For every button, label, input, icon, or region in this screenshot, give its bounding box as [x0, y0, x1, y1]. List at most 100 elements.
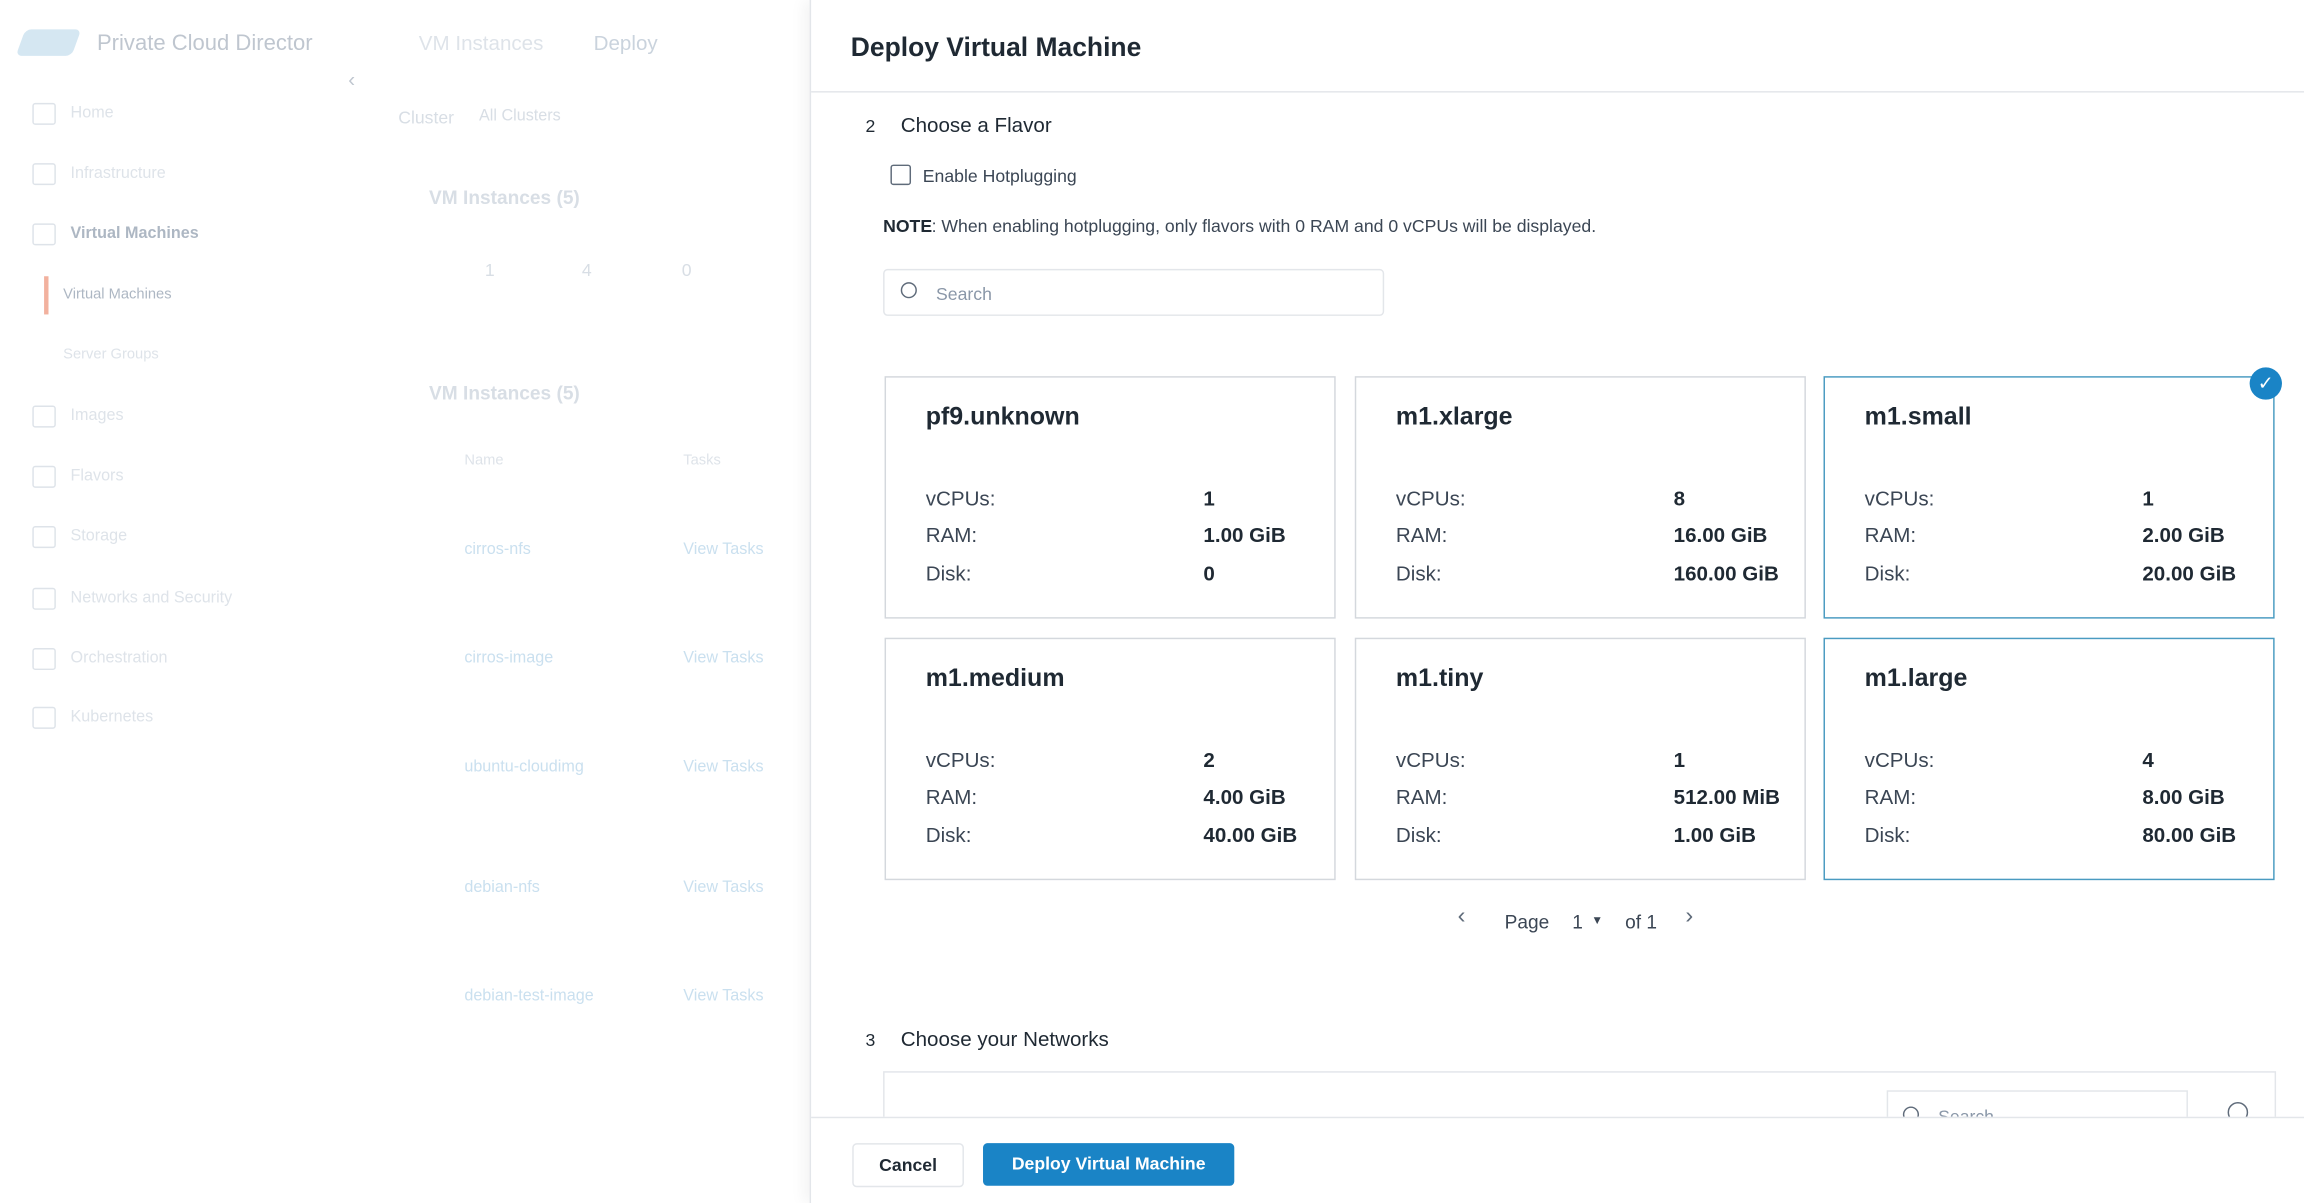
prev-page[interactable]: ‹: [1457, 903, 1466, 929]
step-number: 3: [865, 1030, 876, 1051]
nav-icon: [32, 526, 56, 549]
spec-label: vCPUs:: [1395, 486, 1466, 510]
nav-item[interactable]: Server Groups: [63, 346, 159, 363]
spec-label: Disk:: [1395, 822, 1442, 847]
spec-value: 1: [1673, 747, 1686, 772]
view-tasks[interactable]: View Tasks: [683, 878, 764, 897]
page-of: of 1: [1625, 911, 1658, 934]
flavor-name: m1.small: [1864, 402, 1972, 431]
selected-badge: ✓: [2249, 367, 2282, 400]
nav-icon: [32, 163, 56, 186]
vm-name[interactable]: debian-nfs: [464, 878, 540, 897]
spec-value: 20.00 GiB: [2142, 561, 2237, 585]
nav-item[interactable]: Images: [70, 407, 124, 425]
view-tasks[interactable]: View Tasks: [683, 540, 764, 559]
vm-name[interactable]: debian-test-image: [464, 987, 594, 1006]
next-page[interactable]: ›: [1685, 903, 1694, 929]
spec-value: 160.00 GiB: [1673, 561, 1779, 585]
spec-value: 4: [2142, 747, 2154, 772]
view-tasks[interactable]: View Tasks: [683, 649, 764, 668]
spec-value: 512.00 MiB: [1673, 784, 1780, 809]
panel-title: Deploy Virtual Machine: [850, 32, 1142, 62]
vm-name[interactable]: cirros-nfs: [464, 540, 531, 559]
search-box[interactable]: Search: [883, 268, 1385, 316]
step-title: Choose a Flavor: [900, 113, 1052, 137]
vm-name[interactable]: ubuntu-cloudimg: [464, 758, 584, 776]
spec-label: Disk:: [925, 561, 972, 585]
search-placeholder: Search: [936, 283, 992, 305]
nav-item[interactable]: Flavors: [70, 467, 124, 485]
flavor-card[interactable]: m1.large vCPUs: 4 RAM: 8.00 GiB Disk: 80.00 Gi…: [1823, 637, 2275, 881]
spec-value: 16.00 GiB: [1673, 523, 1768, 547]
step-number: 2: [865, 116, 876, 137]
spec-label: vCPUs:: [925, 747, 996, 772]
spec-label: vCPUs:: [1864, 747, 1935, 772]
flavor-card[interactable]: m1.tiny vCPUs: 1 RAM: 512.00 MiB Disk: 1.00 Gi…: [1354, 637, 1806, 881]
spec-value: 1: [1203, 486, 1215, 510]
spec-label: RAM:: [925, 523, 978, 547]
spec-value: 1: [2142, 486, 2154, 510]
nav-item[interactable]: Virtual Machines: [70, 224, 199, 243]
cluster-value: All Clusters: [479, 107, 561, 125]
breadcrumb: VM Instances: [418, 30, 544, 55]
step-title: Choose your Networks: [900, 1027, 1109, 1051]
nav-icon: [32, 465, 56, 488]
flavor-name: m1.tiny: [1395, 664, 1484, 693]
note-label: NOTE: [883, 216, 933, 237]
nav-item[interactable]: Virtual Machines: [63, 286, 172, 303]
nav-item[interactable]: Orchestration: [70, 649, 168, 668]
column: Name: [464, 452, 504, 469]
spec-label: Disk:: [1864, 561, 1911, 585]
brand: Private Cloud Director: [96, 30, 313, 56]
nav-icon: [32, 648, 56, 671]
nav-item[interactable]: Home: [70, 104, 114, 122]
summary-title: VM Instances (5): [429, 186, 580, 209]
nav-item[interactable]: Kubernetes: [70, 708, 154, 726]
page-caret: ▼: [1591, 913, 1603, 928]
spec-label: RAM:: [925, 784, 978, 809]
checkbox-label[interactable]: Enable Hotplugging: [922, 166, 1077, 187]
flavor-card[interactable]: m1.small vCPUs: 1 RAM: 2.00 GiB Disk: 20.00 Gi…: [1823, 367, 2282, 619]
nav-icon: [32, 405, 56, 428]
flavor-name: pf9.unknown: [925, 402, 1080, 431]
spec-label: Disk:: [1395, 561, 1442, 585]
search-icon: [900, 282, 917, 299]
nav-item[interactable]: Storage: [70, 527, 128, 546]
page-label: Page: [1504, 911, 1550, 934]
divider: [811, 91, 2304, 93]
spec-value: 40.00 GiB: [1203, 822, 1298, 847]
view-tasks[interactable]: View Tasks: [683, 758, 764, 776]
checkbox[interactable]: [890, 164, 912, 186]
nav-icon: [32, 587, 56, 610]
vm-name[interactable]: cirros-image: [464, 649, 554, 668]
flavor-name: m1.large: [1864, 664, 1968, 693]
nav-active-bar: [44, 276, 49, 315]
nav-icon: [32, 223, 56, 246]
spec-label: vCPUs:: [1864, 486, 1935, 510]
deploy-button[interactable]: Deploy Virtual Machine: [983, 1143, 1235, 1186]
spec-value: 1.00 GiB: [1673, 822, 1756, 847]
stat: 1: [484, 260, 495, 281]
nav-item[interactable]: Infrastructure: [70, 164, 166, 183]
spec-label: Disk:: [1864, 822, 1911, 847]
cancel-button[interactable]: Cancel: [852, 1143, 964, 1188]
flavor-card[interactable]: m1.medium vCPUs: 2 RAM: 4.00 GiB Disk: 40.00 G…: [884, 637, 1336, 881]
footer: Cancel Deploy Virtual Machine: [811, 1116, 2304, 1203]
nav-icon: [32, 102, 56, 125]
spec-label: vCPUs:: [925, 486, 996, 510]
flavor-card[interactable]: m1.xlarge vCPUs: 8 RAM: 16.00 GiB Disk: 160.00…: [1354, 376, 1806, 619]
page-select[interactable]: 1: [1572, 911, 1583, 934]
view-tasks[interactable]: View Tasks: [683, 987, 764, 1006]
stat: 0: [681, 260, 692, 281]
cluster-label: Cluster: [398, 107, 455, 128]
spec-value: 4.00 GiB: [1203, 784, 1286, 809]
spec-value: 1.00 GiB: [1203, 523, 1286, 547]
background-app: Private Cloud Director ‹ Home Infrastructur…: [0, 0, 810, 1203]
flavor-card[interactable]: pf9.unknown vCPUs: 1 RAM: 1.00 GiB Disk: 0: [884, 376, 1336, 619]
stat: 4: [581, 260, 592, 281]
nav-item[interactable]: Networks and Security: [70, 589, 233, 607]
deploy-panel: Deploy Virtual Machine 2 Choose a Flavor En…: [809, 0, 2304, 1203]
spec-value: 2.00 GiB: [2142, 523, 2225, 547]
